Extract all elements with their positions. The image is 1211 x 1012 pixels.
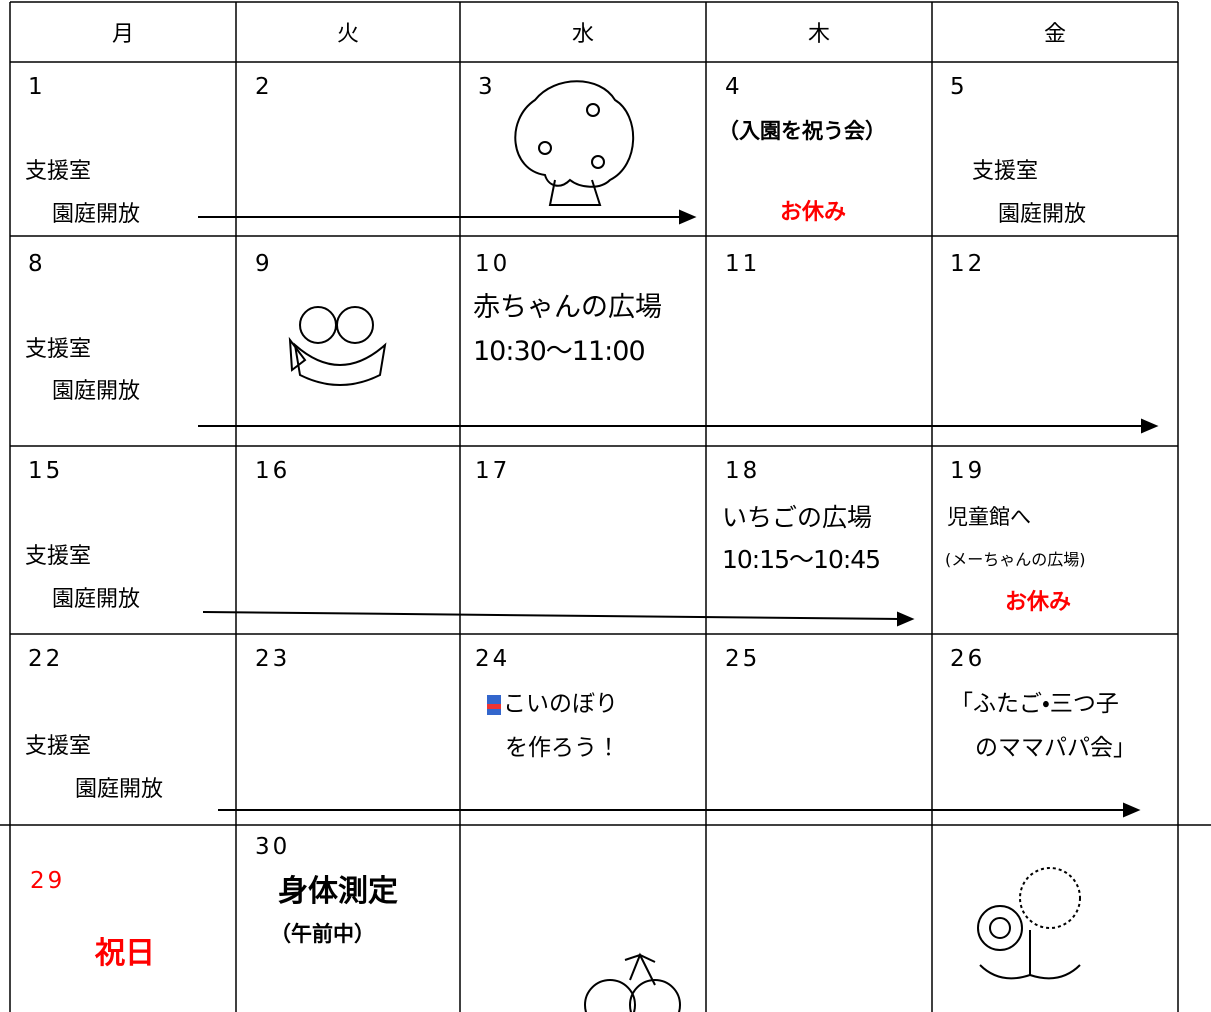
note: お休み: [780, 200, 847, 225]
note: お休み: [1005, 590, 1072, 615]
date: 5: [950, 74, 968, 100]
note: 支援室: [25, 544, 92, 569]
day-header: 金: [1043, 22, 1066, 47]
note: (メーちゃんの広場): [945, 550, 1086, 569]
date: 1: [28, 74, 46, 100]
note: 園庭開放: [998, 202, 1087, 227]
day-header: 木: [807, 22, 830, 47]
day-header: 水: [571, 22, 594, 47]
note: 身体測定: [278, 874, 398, 909]
date: 8: [28, 251, 46, 277]
note: を作ろう！: [505, 735, 620, 761]
note: 支援室: [25, 337, 92, 362]
illustrations: [288, 80, 1081, 1012]
note: 祝日: [95, 936, 155, 971]
note: （午前中）: [270, 922, 375, 946]
date: 15: [28, 458, 64, 484]
date: 10: [475, 251, 511, 277]
note: 支援室: [25, 159, 92, 184]
date: 11: [725, 251, 761, 277]
note: 10:15～10:45: [722, 545, 881, 574]
note: 園庭開放: [52, 202, 141, 227]
date: 18: [725, 458, 761, 484]
date: 9: [255, 251, 273, 277]
arrows: [198, 209, 1159, 818]
day-header: 月: [111, 22, 134, 47]
date: 22: [28, 646, 64, 672]
note: 支援室: [25, 734, 92, 759]
note: 10:30～11:00: [473, 336, 646, 367]
date: 19: [950, 458, 986, 484]
note: のママパパ会」: [975, 735, 1136, 761]
note: 支援室: [972, 159, 1039, 184]
date: 25: [725, 646, 761, 672]
date: 16: [255, 458, 291, 484]
date: 12: [950, 251, 986, 277]
date: 4: [725, 74, 743, 100]
date: 23: [255, 646, 291, 672]
note: 園庭開放: [52, 587, 141, 612]
note: 園庭開放: [52, 379, 141, 404]
note: こいのぼり: [503, 691, 618, 717]
date: 29: [30, 868, 66, 894]
note: 赤ちゃんの広場: [473, 292, 662, 323]
date: 26: [950, 646, 986, 672]
date: 3: [478, 74, 496, 100]
note: （入園を祝う会）: [718, 119, 886, 143]
note: 児童館へ: [947, 505, 1031, 529]
note: いちごの広場: [722, 503, 873, 532]
date: 2: [255, 74, 273, 100]
note: 園庭開放: [75, 777, 164, 802]
date: 24: [475, 646, 511, 672]
date: 17: [475, 458, 511, 484]
date: 30: [255, 834, 291, 860]
day-header: 火: [336, 22, 359, 47]
note: 「ふたご・三つ子: [950, 691, 1119, 717]
